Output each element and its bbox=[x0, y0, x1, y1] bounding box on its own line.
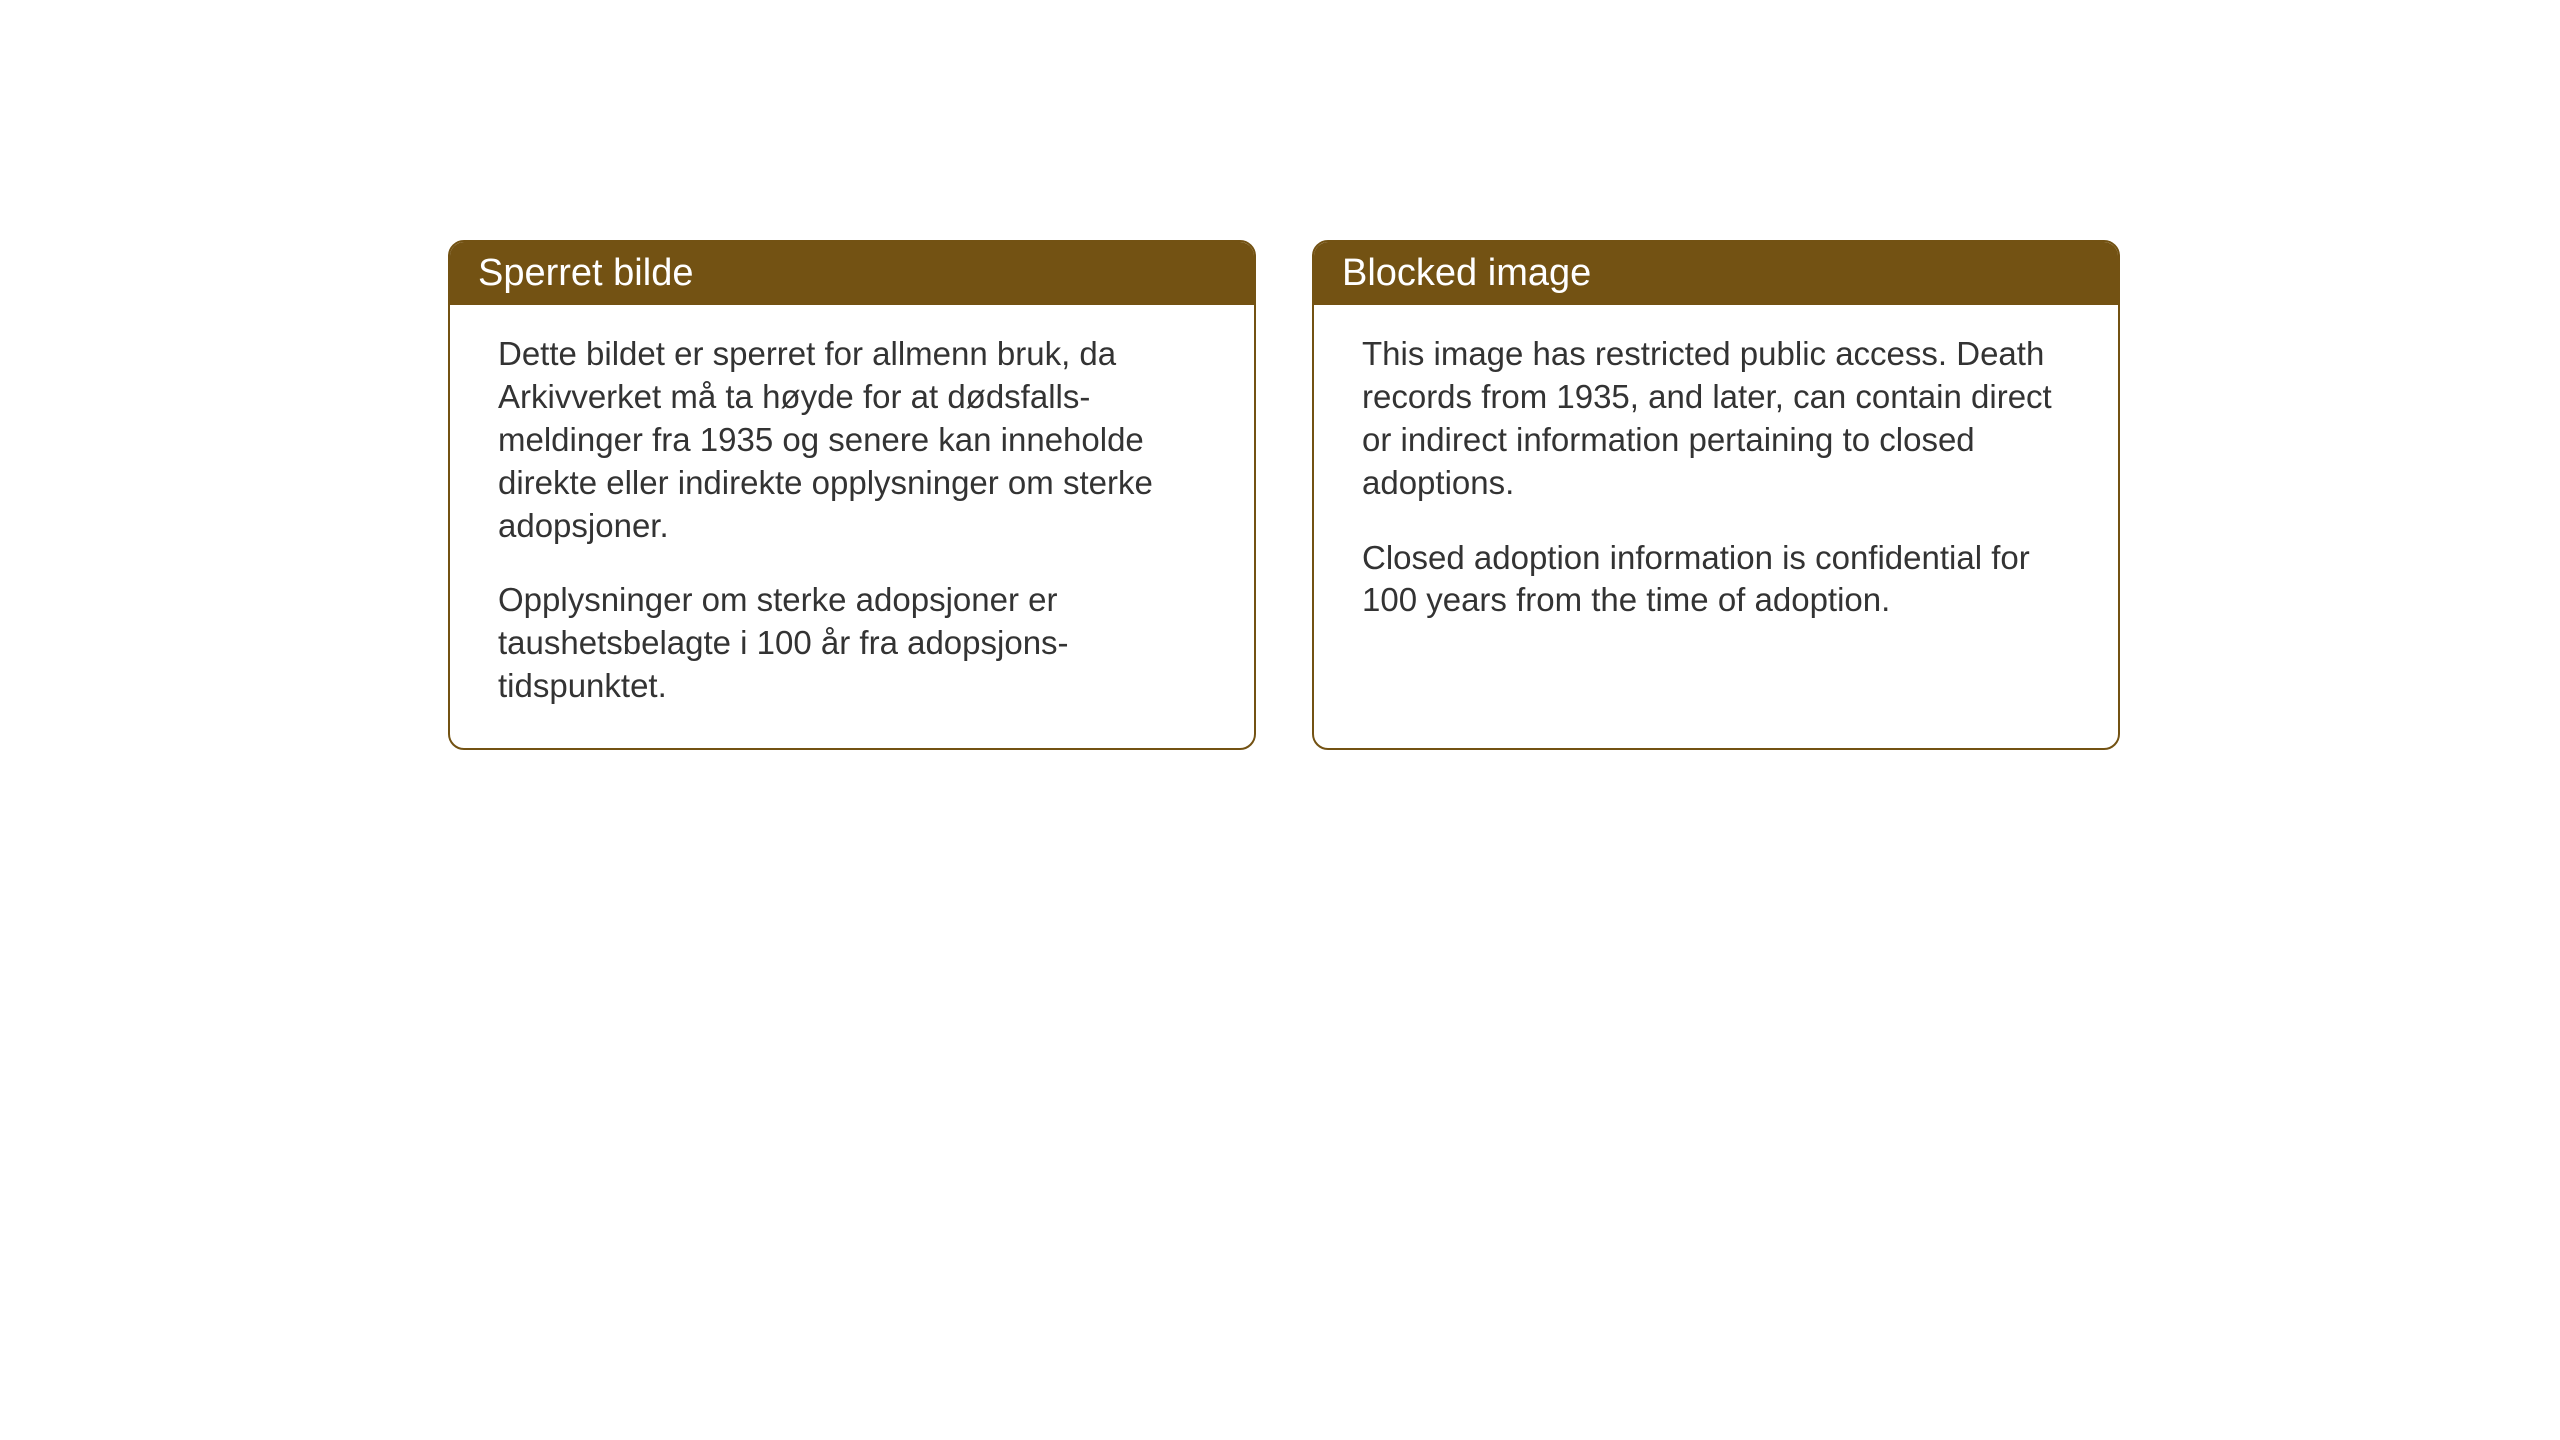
english-notice-card: Blocked image This image has restricted … bbox=[1312, 240, 2120, 750]
norwegian-paragraph-1: Dette bildet er sperret for allmenn bruk… bbox=[498, 333, 1206, 547]
english-paragraph-2: Closed adoption information is confident… bbox=[1362, 537, 2070, 623]
norwegian-card-title: Sperret bilde bbox=[450, 242, 1254, 305]
english-card-body: This image has restricted public access.… bbox=[1314, 305, 2118, 662]
norwegian-card-body: Dette bildet er sperret for allmenn bruk… bbox=[450, 305, 1254, 748]
english-paragraph-1: This image has restricted public access.… bbox=[1362, 333, 2070, 505]
english-card-title: Blocked image bbox=[1314, 242, 2118, 305]
norwegian-paragraph-2: Opplysninger om sterke adopsjoner er tau… bbox=[498, 579, 1206, 708]
norwegian-notice-card: Sperret bilde Dette bildet er sperret fo… bbox=[448, 240, 1256, 750]
notice-cards-container: Sperret bilde Dette bildet er sperret fo… bbox=[448, 240, 2120, 750]
